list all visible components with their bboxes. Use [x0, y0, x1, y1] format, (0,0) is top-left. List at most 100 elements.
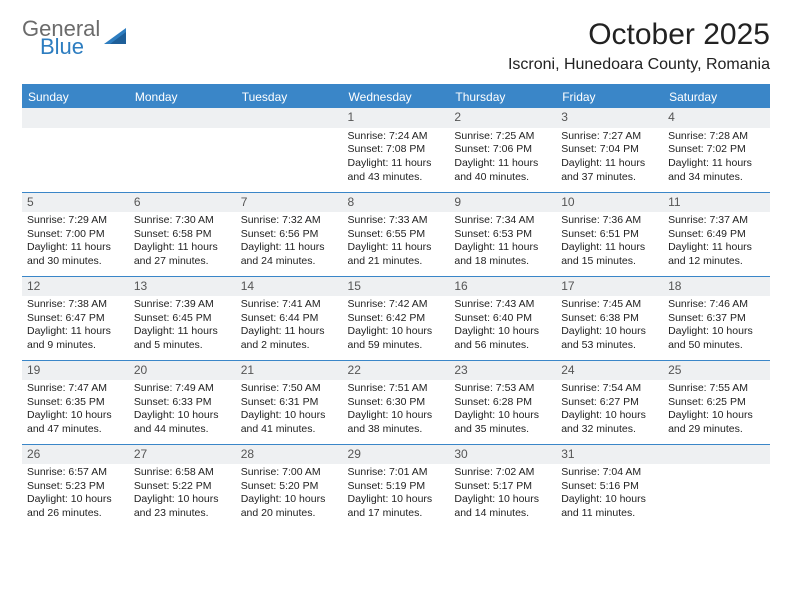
day-details: Sunrise: 7:01 AMSunset: 5:19 PMDaylight:…: [343, 464, 450, 525]
day-detail-line: Daylight: 10 hours and 35 minutes.: [454, 409, 551, 436]
location: Iscroni, Hunedoara County, Romania: [508, 56, 770, 74]
day-details: Sunrise: 7:34 AMSunset: 6:53 PMDaylight:…: [449, 212, 556, 273]
day-details: Sunrise: 7:02 AMSunset: 5:17 PMDaylight:…: [449, 464, 556, 525]
day-detail-line: Sunrise: 7:32 AM: [241, 214, 338, 228]
day-detail-line: Daylight: 10 hours and 11 minutes.: [561, 493, 658, 520]
title-block: October 2025 Iscroni, Hunedoara County, …: [508, 18, 770, 74]
day-detail-line: Sunset: 6:42 PM: [348, 312, 445, 326]
day-number: 9: [449, 193, 556, 213]
calendar-day-cell: 30Sunrise: 7:02 AMSunset: 5:17 PMDayligh…: [449, 444, 556, 528]
day-detail-line: Sunset: 7:00 PM: [27, 228, 124, 242]
calendar-day-cell: 11Sunrise: 7:37 AMSunset: 6:49 PMDayligh…: [663, 192, 770, 276]
month-title: October 2025: [508, 18, 770, 52]
day-detail-line: Daylight: 11 hours and 34 minutes.: [668, 157, 765, 184]
day-detail-line: Sunset: 6:49 PM: [668, 228, 765, 242]
calendar-day-cell: [236, 108, 343, 192]
calendar-day-cell: 8Sunrise: 7:33 AMSunset: 6:55 PMDaylight…: [343, 192, 450, 276]
day-number: 19: [22, 361, 129, 381]
day-detail-line: Daylight: 10 hours and 38 minutes.: [348, 409, 445, 436]
day-detail-line: Sunrise: 7:33 AM: [348, 214, 445, 228]
day-details: Sunrise: 7:41 AMSunset: 6:44 PMDaylight:…: [236, 296, 343, 357]
day-number: 21: [236, 361, 343, 381]
day-details: Sunrise: 7:27 AMSunset: 7:04 PMDaylight:…: [556, 128, 663, 189]
day-details: Sunrise: 7:04 AMSunset: 5:16 PMDaylight:…: [556, 464, 663, 525]
day-details: Sunrise: 7:46 AMSunset: 6:37 PMDaylight:…: [663, 296, 770, 357]
calendar-day-cell: [22, 108, 129, 192]
day-number: 15: [343, 277, 450, 297]
day-number: 4: [663, 108, 770, 128]
calendar-day-cell: 5Sunrise: 7:29 AMSunset: 7:00 PMDaylight…: [22, 192, 129, 276]
day-detail-line: Sunset: 5:23 PM: [27, 480, 124, 494]
calendar-day-cell: 9Sunrise: 7:34 AMSunset: 6:53 PMDaylight…: [449, 192, 556, 276]
day-number-empty: [22, 108, 129, 128]
day-details: Sunrise: 7:00 AMSunset: 5:20 PMDaylight:…: [236, 464, 343, 525]
day-detail-line: Sunset: 6:40 PM: [454, 312, 551, 326]
day-detail-line: Sunrise: 7:27 AM: [561, 130, 658, 144]
day-details: Sunrise: 7:47 AMSunset: 6:35 PMDaylight:…: [22, 380, 129, 441]
day-number: 29: [343, 445, 450, 465]
calendar-day-cell: 7Sunrise: 7:32 AMSunset: 6:56 PMDaylight…: [236, 192, 343, 276]
day-detail-line: Sunrise: 7:42 AM: [348, 298, 445, 312]
calendar-day-cell: 4 Sunrise: 7:28 AMSunset: 7:02 PMDaylight…: [663, 108, 770, 192]
weekday-header-row: Sunday Monday Tuesday Wednesday Thursday…: [22, 85, 770, 108]
day-detail-line: Sunset: 6:25 PM: [668, 396, 765, 410]
day-number-empty: [663, 445, 770, 465]
calendar-day-cell: 1Sunrise: 7:24 AMSunset: 7:08 PMDaylight…: [343, 108, 450, 192]
calendar-day-cell: 14Sunrise: 7:41 AMSunset: 6:44 PMDayligh…: [236, 276, 343, 360]
day-number: 12: [22, 277, 129, 297]
day-detail-line: Daylight: 10 hours and 17 minutes.: [348, 493, 445, 520]
calendar-day-cell: 16Sunrise: 7:43 AMSunset: 6:40 PMDayligh…: [449, 276, 556, 360]
day-details: Sunrise: 7:37 AMSunset: 6:49 PMDaylight:…: [663, 212, 770, 273]
day-detail-line: Sunset: 6:58 PM: [134, 228, 231, 242]
day-detail-line: Sunrise: 7:36 AM: [561, 214, 658, 228]
day-number: 25: [663, 361, 770, 381]
calendar-week-row: 1Sunrise: 7:24 AMSunset: 7:08 PMDaylight…: [22, 108, 770, 192]
calendar-day-cell: 24Sunrise: 7:54 AMSunset: 6:27 PMDayligh…: [556, 360, 663, 444]
day-detail-line: Sunrise: 7:00 AM: [241, 466, 338, 480]
weekday-header: Wednesday: [343, 85, 450, 108]
day-detail-line: Sunrise: 7:43 AM: [454, 298, 551, 312]
day-detail-line: Sunset: 7:08 PM: [348, 143, 445, 157]
day-detail-line: Daylight: 11 hours and 30 minutes.: [27, 241, 124, 268]
day-number: 1: [343, 108, 450, 128]
day-detail-line: Sunrise: 7:30 AM: [134, 214, 231, 228]
day-details: Sunrise: 7:53 AMSunset: 6:28 PMDaylight:…: [449, 380, 556, 441]
day-details: Sunrise: 7:24 AMSunset: 7:08 PMDaylight:…: [343, 128, 450, 189]
day-detail-line: Sunset: 6:38 PM: [561, 312, 658, 326]
day-detail-line: Daylight: 10 hours and 41 minutes.: [241, 409, 338, 436]
day-number: 30: [449, 445, 556, 465]
day-detail-line: Sunset: 6:44 PM: [241, 312, 338, 326]
day-details: Sunrise: 7:38 AMSunset: 6:47 PMDaylight:…: [22, 296, 129, 357]
day-detail-line: Sunrise: 6:58 AM: [134, 466, 231, 480]
weekday-header: Saturday: [663, 85, 770, 108]
calendar-day-cell: 3Sunrise: 7:27 AMSunset: 7:04 PMDaylight…: [556, 108, 663, 192]
day-detail-line: Sunrise: 7:28 AM: [668, 130, 765, 144]
calendar-day-cell: 31Sunrise: 7:04 AMSunset: 5:16 PMDayligh…: [556, 444, 663, 528]
day-detail-line: Sunrise: 7:29 AM: [27, 214, 124, 228]
calendar-day-cell: [663, 444, 770, 528]
logo-text-blue: Blue: [22, 36, 100, 58]
day-details: Sunrise: 6:57 AMSunset: 5:23 PMDaylight:…: [22, 464, 129, 525]
weekday-header: Tuesday: [236, 85, 343, 108]
day-detail-line: Sunrise: 7:04 AM: [561, 466, 658, 480]
day-details: Sunrise: 7:50 AMSunset: 6:31 PMDaylight:…: [236, 380, 343, 441]
calendar-day-cell: 15Sunrise: 7:42 AMSunset: 6:42 PMDayligh…: [343, 276, 450, 360]
header: General Blue October 2025 Iscroni, Huned…: [22, 18, 770, 74]
day-detail-line: Sunset: 6:31 PM: [241, 396, 338, 410]
day-details: Sunrise: 7:39 AMSunset: 6:45 PMDaylight:…: [129, 296, 236, 357]
calendar-day-cell: 6Sunrise: 7:30 AMSunset: 6:58 PMDaylight…: [129, 192, 236, 276]
calendar-day-cell: 26Sunrise: 6:57 AMSunset: 5:23 PMDayligh…: [22, 444, 129, 528]
day-detail-line: Daylight: 10 hours and 56 minutes.: [454, 325, 551, 352]
day-detail-line: Sunset: 7:02 PM: [668, 143, 765, 157]
day-detail-line: Sunrise: 7:46 AM: [668, 298, 765, 312]
calendar-day-cell: 19Sunrise: 7:47 AMSunset: 6:35 PMDayligh…: [22, 360, 129, 444]
day-number: 22: [343, 361, 450, 381]
day-detail-line: Daylight: 11 hours and 21 minutes.: [348, 241, 445, 268]
day-detail-line: Sunrise: 7:34 AM: [454, 214, 551, 228]
day-detail-line: Sunset: 5:17 PM: [454, 480, 551, 494]
day-number: 27: [129, 445, 236, 465]
day-detail-line: Sunrise: 7:45 AM: [561, 298, 658, 312]
day-detail-line: Sunset: 6:35 PM: [27, 396, 124, 410]
calendar-day-cell: 25Sunrise: 7:55 AMSunset: 6:25 PMDayligh…: [663, 360, 770, 444]
calendar-week-row: 26Sunrise: 6:57 AMSunset: 5:23 PMDayligh…: [22, 444, 770, 528]
